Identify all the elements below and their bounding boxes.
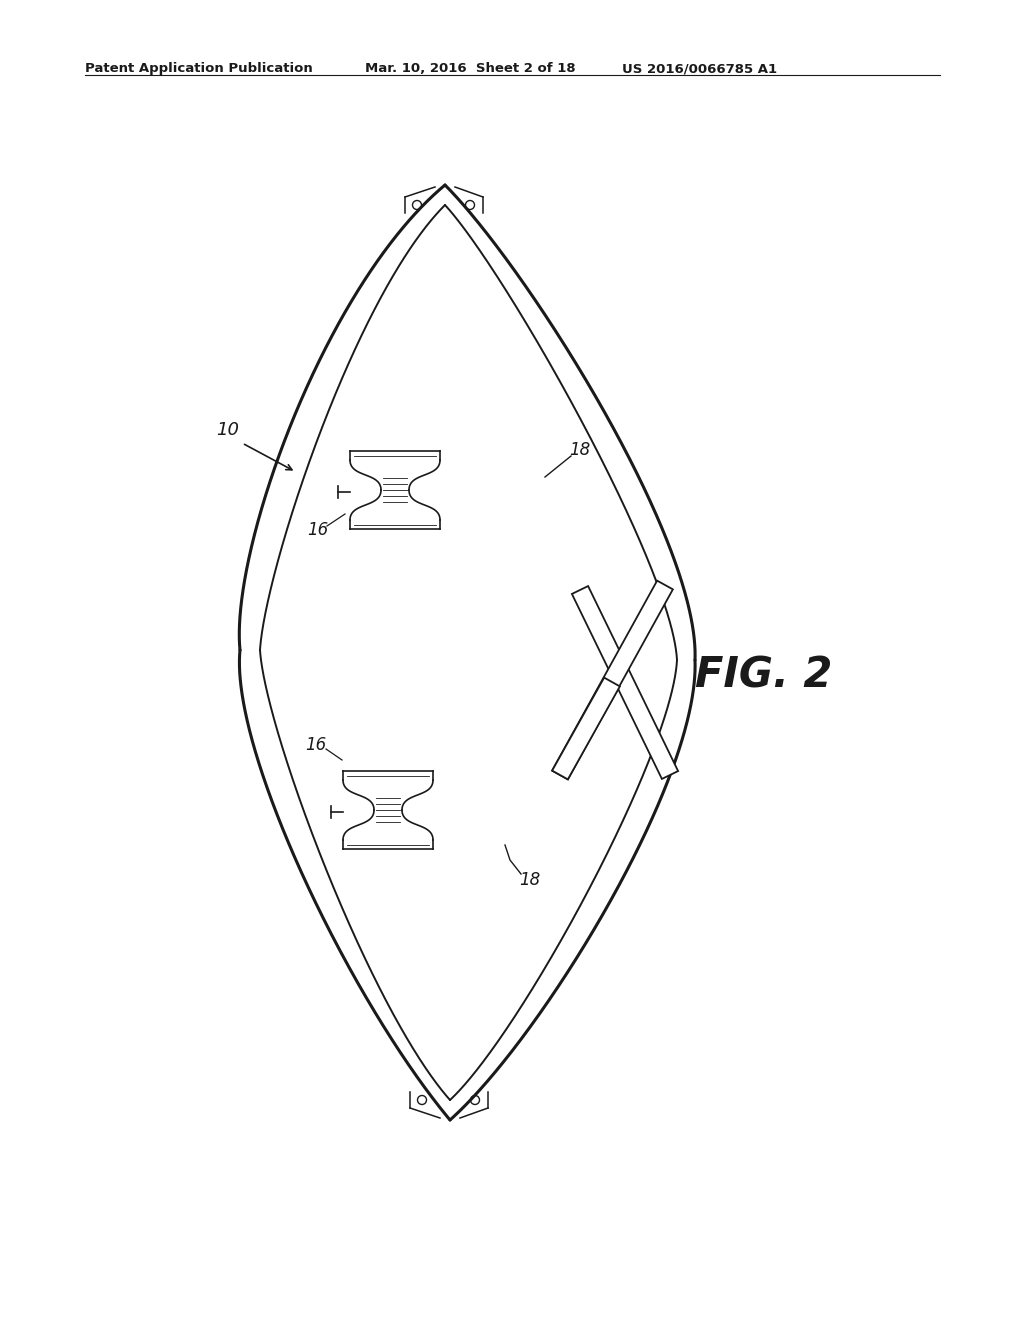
Text: 16: 16 — [307, 521, 329, 539]
Polygon shape — [572, 586, 678, 779]
Text: 16: 16 — [305, 737, 327, 754]
Text: US 2016/0066785 A1: US 2016/0066785 A1 — [622, 62, 777, 75]
Polygon shape — [552, 581, 673, 779]
Text: 18: 18 — [569, 441, 591, 459]
Text: Mar. 10, 2016  Sheet 2 of 18: Mar. 10, 2016 Sheet 2 of 18 — [365, 62, 575, 75]
Polygon shape — [552, 677, 620, 779]
Text: FIG. 2: FIG. 2 — [695, 653, 833, 696]
Text: 10: 10 — [216, 421, 240, 440]
Text: Patent Application Publication: Patent Application Publication — [85, 62, 312, 75]
Text: 18: 18 — [519, 871, 541, 888]
